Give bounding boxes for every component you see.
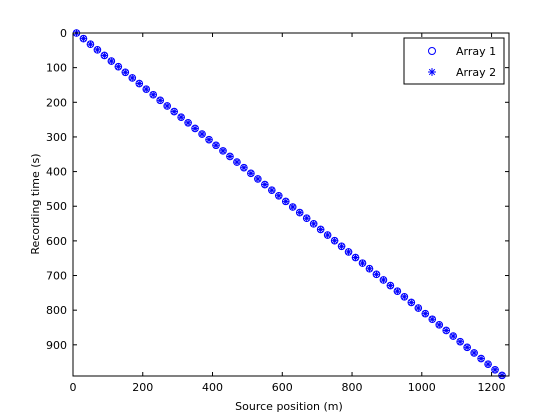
x-axis-label: Source position (m) bbox=[235, 400, 343, 413]
data-point-asterisk bbox=[317, 225, 325, 234]
y-axis-label: Recording time (s) bbox=[29, 153, 42, 254]
data-point-asterisk bbox=[198, 130, 206, 138]
legend-marker-array-1 bbox=[428, 47, 436, 55]
y-tick-label: 600 bbox=[46, 235, 67, 248]
data-point-asterisk bbox=[442, 326, 450, 335]
data-point-asterisk bbox=[344, 248, 353, 256]
data-point-asterisk bbox=[121, 68, 129, 76]
y-tick-label: 400 bbox=[46, 166, 67, 179]
axes: 0 200 400 600 800 1000 1200 0 100 200 300 400 500 600… bbox=[46, 27, 510, 394]
legend-marker-array-2 bbox=[428, 68, 436, 76]
data-point-asterisk bbox=[275, 192, 283, 200]
data-point-asterisk bbox=[240, 164, 248, 172]
data-point-asterisk bbox=[365, 265, 374, 273]
data-point-asterisk bbox=[386, 281, 395, 290]
data-point-asterisk bbox=[456, 338, 464, 346]
data-point-asterisk bbox=[324, 231, 332, 239]
legend-label-array-1: Array 1 bbox=[456, 45, 496, 58]
data-point-asterisk bbox=[254, 175, 262, 183]
data-point-asterisk bbox=[337, 242, 346, 250]
data-point-asterisk bbox=[114, 63, 122, 71]
data-point-asterisk bbox=[435, 321, 443, 329]
x-tick-label: 400 bbox=[202, 381, 223, 394]
data-point-asterisk bbox=[107, 57, 115, 65]
data-point-asterisk bbox=[331, 237, 339, 245]
x-tick-label: 1000 bbox=[408, 381, 436, 394]
data-point-asterisk bbox=[407, 298, 415, 307]
data-point-asterisk bbox=[470, 349, 478, 357]
data-point-asterisk bbox=[491, 366, 499, 374]
data-point-asterisk bbox=[212, 141, 220, 149]
y-tick-label: 700 bbox=[46, 270, 67, 283]
data-point-asterisk bbox=[100, 51, 108, 60]
x-tick-label: 200 bbox=[132, 381, 153, 394]
data-point-asterisk bbox=[463, 343, 471, 351]
data-point-asterisk bbox=[191, 124, 199, 133]
x-tick-label: 600 bbox=[272, 381, 293, 394]
y-tick-label: 800 bbox=[46, 304, 67, 317]
data-point-asterisk bbox=[372, 270, 381, 278]
data-point-asterisk bbox=[86, 40, 95, 48]
data-point-asterisk bbox=[247, 169, 255, 177]
y-tick-label: 900 bbox=[46, 339, 67, 352]
data-point-asterisk bbox=[310, 220, 318, 228]
data-point-asterisk bbox=[93, 46, 102, 54]
data-point-asterisk bbox=[128, 74, 136, 82]
series-array-2 bbox=[72, 29, 506, 379]
data-point-asterisk bbox=[205, 136, 213, 144]
x-tick-label: 0 bbox=[70, 381, 77, 394]
data-point-asterisk bbox=[282, 197, 290, 205]
data-point-asterisk bbox=[498, 371, 506, 379]
data-point-asterisk bbox=[303, 214, 311, 222]
y-tick-label: 300 bbox=[46, 131, 67, 144]
axes-box bbox=[72, 32, 510, 377]
data-point-asterisk bbox=[393, 287, 401, 295]
data-point-asterisk bbox=[414, 304, 422, 312]
data-point-asterisk bbox=[379, 276, 388, 284]
data-point-asterisk bbox=[289, 203, 297, 211]
data-point-asterisk bbox=[226, 152, 234, 161]
data-point-asterisk bbox=[358, 259, 367, 267]
data-point-asterisk bbox=[400, 293, 408, 301]
x-tick-label: 1200 bbox=[478, 381, 506, 394]
data-point-asterisk bbox=[261, 180, 269, 189]
data-point-asterisk bbox=[149, 91, 157, 99]
y-tick-label: 0 bbox=[60, 27, 67, 40]
data-point-asterisk bbox=[184, 119, 192, 127]
legend-box bbox=[403, 37, 505, 85]
x-tick-label: 800 bbox=[342, 381, 363, 394]
data-point-asterisk bbox=[233, 158, 241, 166]
data-point-asterisk bbox=[351, 253, 360, 262]
data-point-asterisk bbox=[449, 332, 457, 340]
legend-label-array-2: Array 2 bbox=[456, 66, 496, 79]
y-tick-label: 500 bbox=[46, 200, 67, 213]
data-point-asterisk bbox=[296, 209, 304, 217]
data-point-asterisk bbox=[428, 315, 436, 323]
data-point-asterisk bbox=[135, 79, 143, 88]
y-tick-label: 100 bbox=[46, 62, 67, 75]
data-point-asterisk bbox=[219, 147, 227, 155]
data-point-asterisk bbox=[170, 107, 178, 116]
data-point-asterisk bbox=[79, 35, 88, 43]
data-point-asterisk bbox=[421, 310, 429, 318]
data-point-asterisk bbox=[177, 113, 185, 121]
data-point-asterisk bbox=[484, 360, 492, 368]
data-point-asterisk bbox=[477, 354, 485, 363]
data-point-asterisk bbox=[142, 85, 150, 93]
plot-area bbox=[72, 29, 506, 380]
data-point-asterisk bbox=[268, 186, 276, 194]
legend: Array 1 Array 2 bbox=[403, 37, 505, 85]
data-point-asterisk bbox=[163, 102, 171, 110]
y-tick-label: 200 bbox=[46, 96, 67, 109]
data-point-asterisk bbox=[156, 96, 164, 104]
